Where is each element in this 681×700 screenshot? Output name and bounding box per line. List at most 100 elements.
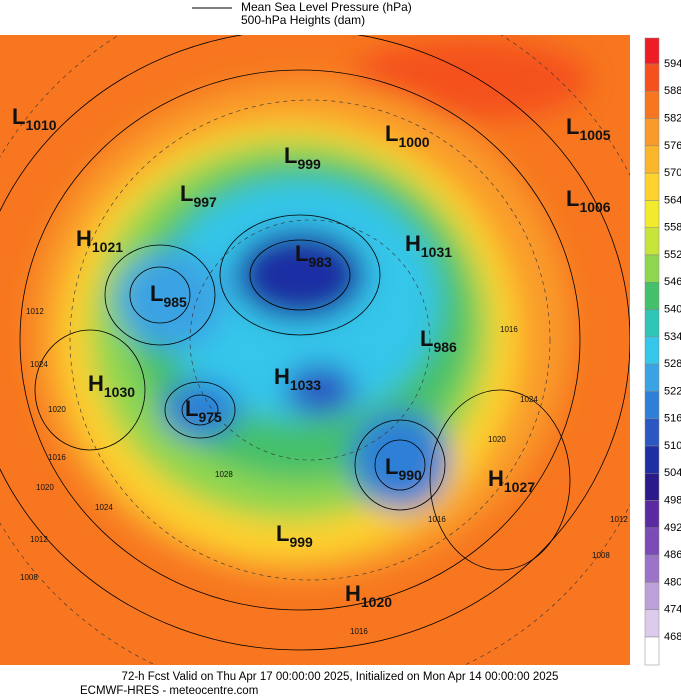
colorbar-label: 480 — [664, 576, 681, 588]
footer-line: ECMWF-HRES - meteocentre.com — [80, 685, 258, 697]
contour-label: 1016 — [428, 515, 446, 524]
center-value: 1021 — [92, 239, 123, 255]
colorbar-swatch — [644, 500, 660, 529]
center-kind: L — [180, 181, 193, 206]
footer-line: 72-h Fcst Valid on Thu Apr 17 00:00:00 2… — [122, 671, 559, 683]
colorbar-swatch — [644, 118, 660, 147]
center-value: 997 — [193, 194, 217, 210]
center-value: 1031 — [421, 244, 452, 260]
contour-label: 1008 — [592, 551, 610, 560]
center-value: 975 — [198, 409, 222, 425]
pressure-center: H1030 — [88, 371, 135, 400]
center-kind: L — [295, 241, 308, 266]
colorbar-label: 552 — [664, 249, 681, 261]
contour-label: 1016 — [350, 627, 368, 636]
colorbar-label: 558 — [664, 222, 681, 234]
colorbar-swatch — [644, 254, 660, 283]
pressure-center: L1000 — [385, 121, 430, 150]
colorbar-label: 576 — [664, 140, 681, 152]
center-kind: L — [12, 104, 25, 129]
colorbar-swatch — [644, 418, 660, 447]
contour-label: 1008 — [20, 573, 38, 582]
pressure-center: L1005 — [566, 114, 611, 143]
center-kind: L — [150, 281, 163, 306]
contour-label: 1016 — [48, 453, 66, 462]
center-value: 983 — [308, 254, 332, 270]
colorbar-swatch — [644, 363, 660, 392]
center-kind: L — [385, 454, 398, 479]
colorbar-swatch — [644, 227, 660, 256]
contour-label: 1020 — [36, 483, 54, 492]
center-kind: H — [88, 371, 104, 396]
center-value: 1010 — [25, 117, 56, 133]
pressure-center: H1020 — [345, 581, 392, 610]
colorbar-swatch — [644, 200, 660, 228]
legend-item: 500-hPa Heights (dam) — [241, 13, 365, 27]
center-kind: H — [76, 226, 92, 251]
center-value: 1005 — [579, 127, 610, 143]
center-kind: H — [274, 364, 290, 389]
center-kind: H — [345, 581, 361, 606]
contour-label: 1020 — [48, 405, 66, 414]
contour-label: 1012 — [26, 307, 44, 316]
pressure-center: L1010 — [12, 104, 57, 133]
contour-label: 1020 — [488, 435, 506, 444]
colorbar-label: 570 — [664, 167, 681, 179]
colorbar-label: 564 — [664, 194, 681, 206]
colorbar-label: 588 — [664, 85, 681, 97]
pressure-center: L986 — [420, 326, 457, 355]
center-value: 999 — [289, 534, 313, 550]
colorbar-swatch — [644, 582, 660, 610]
colorbar-label: 510 — [664, 440, 681, 452]
pressure-center: H1027 — [488, 466, 535, 495]
pressure-center: L999 — [284, 143, 321, 172]
center-value: 1030 — [104, 384, 135, 400]
center-value: 985 — [163, 294, 187, 310]
contour-label: 1016 — [500, 325, 518, 334]
pressure-center: H1031 — [405, 231, 452, 260]
colorbar-swatch — [644, 636, 660, 666]
contour-label: 1012 — [30, 535, 48, 544]
colorbar-swatch — [644, 63, 660, 92]
colorbar-swatch — [644, 336, 660, 365]
colorbar-swatch — [644, 609, 660, 638]
colorbar-label: 498 — [664, 494, 681, 506]
pressure-center: L999 — [276, 521, 313, 550]
center-kind: L — [385, 121, 398, 146]
colorbar-swatch — [644, 445, 660, 474]
colorbar-swatch — [644, 37, 660, 65]
pressure-center: H1021 — [76, 226, 123, 255]
colorbar-swatch — [644, 145, 660, 174]
pressure-center: H1033 — [274, 364, 321, 393]
center-value: 1033 — [290, 377, 321, 393]
colorbar-label: 528 — [664, 358, 681, 370]
pressure-center: L983 — [295, 241, 332, 270]
pressure-center: L985 — [150, 281, 187, 310]
center-value: 986 — [433, 339, 457, 355]
contour-label: 1024 — [95, 503, 113, 512]
center-kind: L — [566, 114, 579, 139]
colorbar-label: 582 — [664, 112, 681, 124]
center-value: 1020 — [361, 594, 392, 610]
pressure-center: L1006 — [566, 186, 611, 215]
contour-label: 1024 — [30, 360, 48, 369]
colorbar-swatch — [644, 391, 660, 419]
colorbar-label: 492 — [664, 522, 681, 534]
colorbar-swatch — [644, 91, 660, 119]
colorbar-label: 534 — [664, 331, 681, 343]
center-value: 1000 — [398, 134, 429, 150]
legend-item: Mean Sea Level Pressure (hPa) — [241, 0, 412, 14]
pressure-center: L997 — [180, 181, 217, 210]
colorbar-label: 474 — [664, 604, 681, 616]
center-kind: L — [185, 396, 198, 421]
colorbar-label: 594 — [664, 58, 681, 70]
center-kind: H — [488, 466, 504, 491]
colorbar-swatch — [644, 309, 660, 338]
center-kind: L — [284, 143, 297, 168]
colorbar-label: 516 — [664, 413, 681, 425]
colorbar-label: 546 — [664, 276, 681, 288]
center-kind: H — [405, 231, 421, 256]
colorbar-swatch — [644, 554, 660, 583]
